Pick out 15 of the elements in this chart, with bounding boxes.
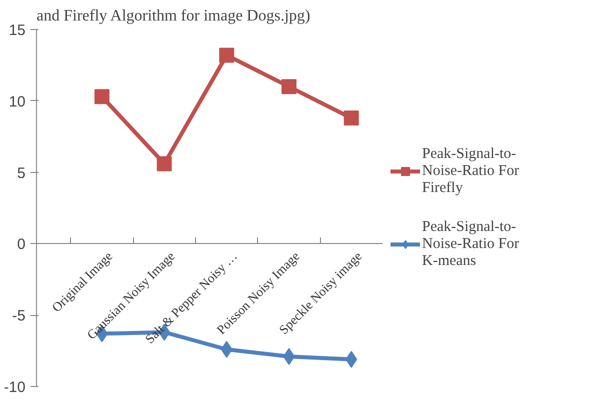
y-tick-label: 5	[17, 164, 26, 182]
legend-label: Peak-Signal-to-Noise-Ratio For Firefly	[422, 146, 520, 196]
y-tick-label: 10	[8, 93, 26, 110]
y-tick-label: -10	[4, 379, 26, 396]
y-tick-label: -5	[12, 308, 26, 325]
point	[156, 156, 172, 172]
y-tick-label: 15	[8, 22, 26, 39]
y-tick-label: 0	[17, 236, 26, 254]
point	[344, 110, 359, 126]
chart-title: and Firefly Algorithm for image Dogs.jpg)	[36, 8, 310, 24]
point	[345, 350, 358, 368]
legend-label: Peak-Signal-to-Noise-Ratio For K-means	[422, 218, 520, 270]
point	[219, 48, 234, 63]
point	[94, 89, 110, 104]
point	[281, 79, 296, 94]
